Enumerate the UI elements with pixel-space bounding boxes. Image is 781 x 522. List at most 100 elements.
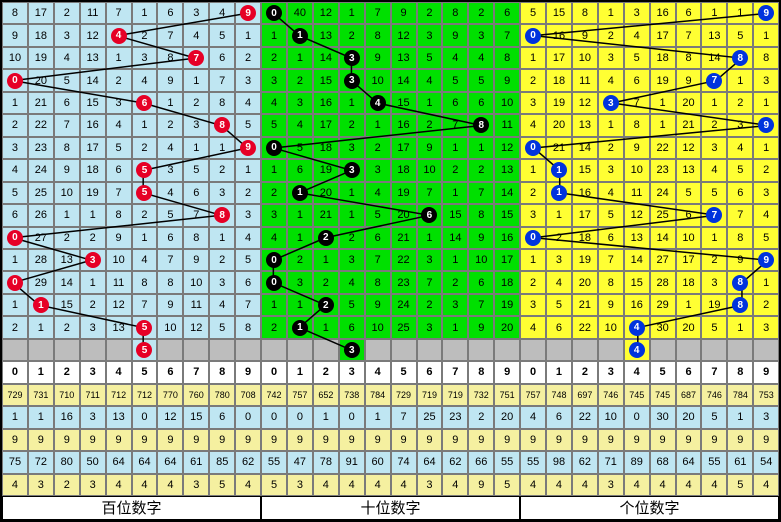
grid-cell: 746 <box>598 384 624 406</box>
grid-cell: 9 <box>157 429 183 451</box>
grid-cell: 64 <box>676 451 702 473</box>
grid-cell: 4 <box>753 474 779 496</box>
grid-cell: 9 <box>106 227 132 249</box>
grid-cell: 16 <box>546 24 572 46</box>
grid-cell: 11 <box>572 69 598 91</box>
grid-cell: 6 <box>2 204 28 226</box>
grid-cell: 9 <box>494 361 520 383</box>
grid-cell: 16 <box>54 406 80 428</box>
grid-cell: 2 <box>2 316 28 338</box>
grid-cell: 7 <box>183 204 209 226</box>
grid-cell: 6 <box>339 316 365 338</box>
grid-cell: 731 <box>28 384 54 406</box>
grid-cell: 784 <box>365 384 391 406</box>
grid-cell: 2 <box>546 227 572 249</box>
grid-cell: 7 <box>365 2 391 24</box>
grid-cell: 2 <box>261 47 287 69</box>
grid-cell: 8 <box>727 227 753 249</box>
grid-cell: 7 <box>106 2 132 24</box>
grid-cell: 2 <box>157 114 183 136</box>
grid-cell: 24 <box>391 294 417 316</box>
grid-cell: 7 <box>624 92 650 114</box>
grid-cell: 4 <box>572 474 598 496</box>
grid-cell: 9 <box>106 429 132 451</box>
grid-cell: 7 <box>209 69 235 91</box>
grid-cell: 1 <box>365 114 391 136</box>
grid-cell: 4 <box>727 137 753 159</box>
grid-cell: 10 <box>2 47 28 69</box>
grid-cell: 98 <box>546 451 572 473</box>
grid-cell: 47 <box>287 451 313 473</box>
grid-cell: 9 <box>753 249 779 271</box>
grid-cell: 29 <box>28 271 54 293</box>
grid-cell: 1 <box>209 227 235 249</box>
grid-cell: 3 <box>183 2 209 24</box>
grid-cell: 6 <box>287 159 313 181</box>
grid-cell: 5 <box>701 406 727 428</box>
grid-cell: 8 <box>727 47 753 69</box>
grid-cell: 5 <box>106 137 132 159</box>
trend-ball: 0 <box>7 230 23 246</box>
grid-cell: 10 <box>417 159 443 181</box>
grid-cell: 15 <box>391 92 417 114</box>
grid-cell: 12 <box>572 92 598 114</box>
grid-cell: 4 <box>546 271 572 293</box>
grid-cell: 3 <box>80 406 106 428</box>
grid-cell: 4 <box>624 24 650 46</box>
trend-ball: 3 <box>344 50 360 66</box>
grid-cell: 9 <box>727 429 753 451</box>
grid-cell: 4 <box>391 474 417 496</box>
grid-cell: 3 <box>417 316 443 338</box>
grid-cell: 753 <box>753 384 779 406</box>
grid-cell: 3 <box>132 47 158 69</box>
grid-cell: 770 <box>157 384 183 406</box>
grid-cell: 22 <box>572 316 598 338</box>
grid-cell: 5 <box>598 204 624 226</box>
grid-cell: 1 <box>54 204 80 226</box>
grid-cell <box>313 339 339 361</box>
trend-ball: 9 <box>758 117 774 133</box>
trend-ball: 0 <box>266 5 282 21</box>
grid-cell <box>468 339 494 361</box>
grid-cell: 9 <box>235 137 261 159</box>
grid-cell: 8 <box>468 361 494 383</box>
grid-cell: 1 <box>2 249 28 271</box>
grid-cell: 9 <box>572 429 598 451</box>
grid-cell: 5 <box>235 249 261 271</box>
grid-cell: 3 <box>339 249 365 271</box>
grid-cell: 5 <box>209 24 235 46</box>
grid-cell: 3 <box>598 474 624 496</box>
grid-cell: 4 <box>261 92 287 114</box>
grid-cell: 3 <box>701 271 727 293</box>
grid-cell: 91 <box>339 451 365 473</box>
grid-cell: 4 <box>468 47 494 69</box>
trend-ball: 1 <box>33 297 49 313</box>
grid-cell: 1 <box>287 47 313 69</box>
grid-cell: 3 <box>753 316 779 338</box>
grid-cell: 15 <box>183 406 209 428</box>
grid-cell: 18 <box>650 47 676 69</box>
grid-cell: 1 <box>727 2 753 24</box>
grid-cell: 1 <box>753 271 779 293</box>
grid-cell: 9 <box>235 361 261 383</box>
grid-cell: 3 <box>80 474 106 496</box>
grid-cell: 2 <box>417 294 443 316</box>
grid-cell: 12 <box>157 406 183 428</box>
grid-cell: 64 <box>106 451 132 473</box>
grid-cell: 4 <box>624 316 650 338</box>
grid-cell: 5 <box>157 204 183 226</box>
grid-cell: 9 <box>468 227 494 249</box>
grid-cell: 712 <box>132 384 158 406</box>
grid-cell: 5 <box>753 227 779 249</box>
grid-cell: 25 <box>650 204 676 226</box>
grid-cell: 9 <box>132 429 158 451</box>
grid-cell: 6 <box>365 227 391 249</box>
grid-cell: 2 <box>339 24 365 46</box>
grid-cell: 2 <box>701 249 727 271</box>
grid-cell: 2 <box>442 271 468 293</box>
grid-cell: 3 <box>339 47 365 69</box>
grid-cell: 3 <box>287 92 313 114</box>
grid-cell: 8 <box>209 92 235 114</box>
grid-cell: 3 <box>261 69 287 91</box>
grid-cell: 4 <box>209 294 235 316</box>
